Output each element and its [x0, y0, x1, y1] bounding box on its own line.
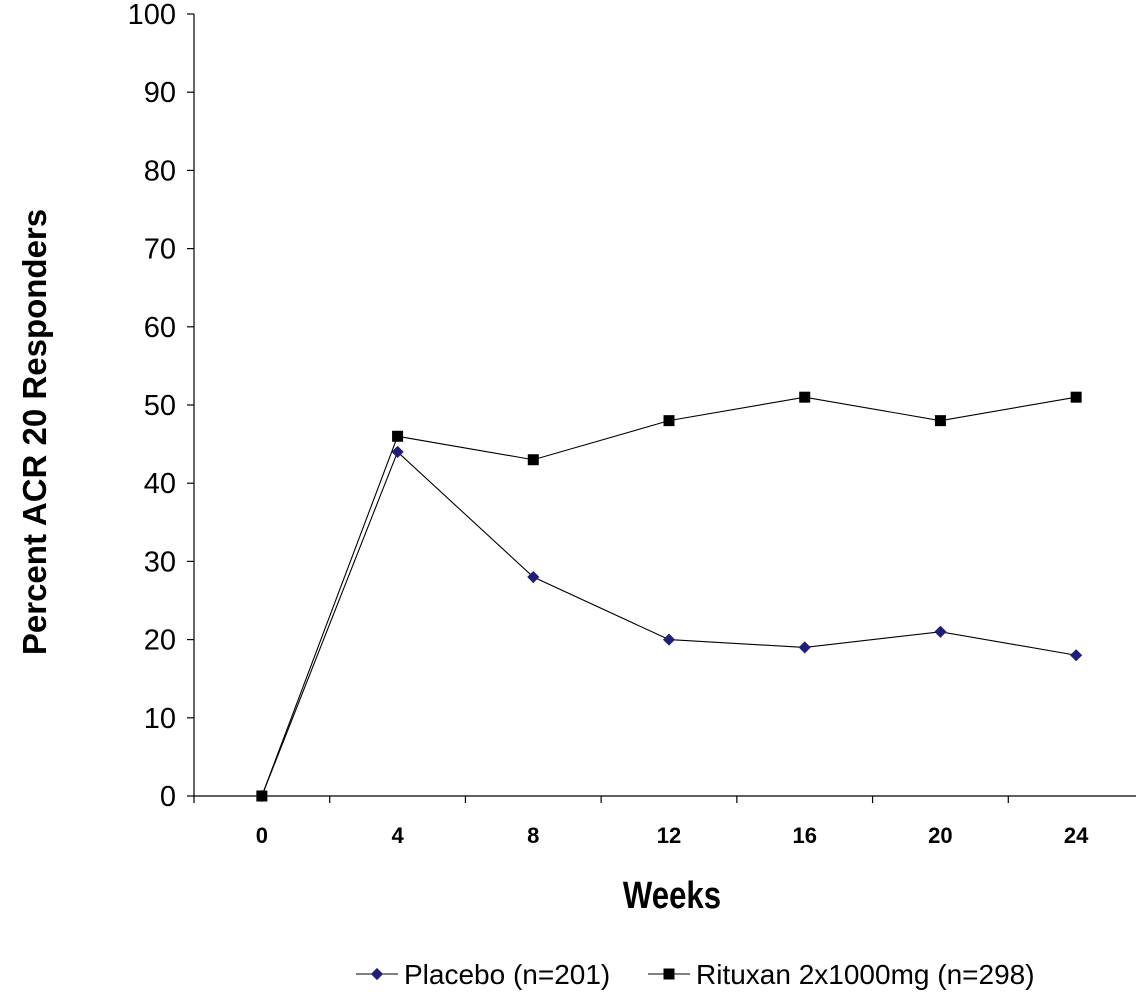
x-tick-label: 4: [391, 823, 404, 848]
legend-label: Placebo (n=201): [404, 959, 610, 990]
legend-label: Rituxan 2x1000mg (n=298): [696, 959, 1035, 990]
data-point: [799, 391, 811, 403]
y-tick-label: 70: [144, 234, 176, 266]
y-tick-label: 20: [144, 625, 176, 657]
data-point: [663, 415, 675, 427]
data-point: [527, 454, 539, 466]
x-tick-label: 0: [256, 823, 268, 848]
series-line: [261, 450, 1077, 797]
x-tick-label: 24: [1064, 823, 1089, 848]
data-point: [1070, 391, 1082, 403]
x-tick-label: 8: [527, 823, 539, 848]
y-tick-label: 30: [144, 546, 176, 578]
data-point: [391, 445, 404, 458]
data-point: [256, 790, 268, 802]
data-point: [392, 430, 404, 442]
legend-marker: [370, 967, 384, 981]
y-tick-label: 50: [144, 390, 176, 422]
x-tick-label: 20: [928, 823, 952, 848]
series-1: [255, 445, 1083, 803]
y-tick-label: 40: [144, 468, 176, 500]
legend-item-2: Rituxan 2x1000mg (n=298): [648, 959, 1035, 990]
y-tick-label: 0: [160, 781, 176, 813]
y-tick-label: 100: [128, 0, 176, 31]
x-tick-label: 12: [657, 823, 681, 848]
legend-marker: [663, 968, 675, 980]
y-tick-label: 90: [144, 77, 176, 109]
x-axis-title: Weeks: [623, 875, 721, 917]
series-2: [256, 391, 1082, 802]
data-point: [934, 415, 946, 427]
axes: [193, 14, 1136, 797]
y-axis-title: Percent ACR 20 Responders: [16, 209, 53, 655]
y-tick-label: 60: [144, 312, 176, 344]
series-layer: [255, 391, 1083, 803]
data-point: [527, 570, 540, 584]
data-point: [662, 633, 676, 646]
y-tick-label: 80: [144, 155, 176, 187]
x-axis-ticks: 0 4 8 12 16 20 24: [193, 796, 1089, 848]
legend-item-1: Placebo (n=201): [356, 959, 610, 990]
y-axis-ticks: 0 10 20 30 40 50 60 70 80 90 100: [128, 0, 194, 813]
y-tick-label: 10: [144, 703, 176, 735]
x-tick-label: 16: [792, 823, 816, 848]
data-point: [798, 641, 811, 654]
data-point: [1070, 649, 1083, 662]
data-point: [934, 625, 947, 638]
series-line: [261, 396, 1077, 797]
legend: Placebo (n=201) Rituxan 2x1000mg (n=298): [356, 959, 1035, 990]
